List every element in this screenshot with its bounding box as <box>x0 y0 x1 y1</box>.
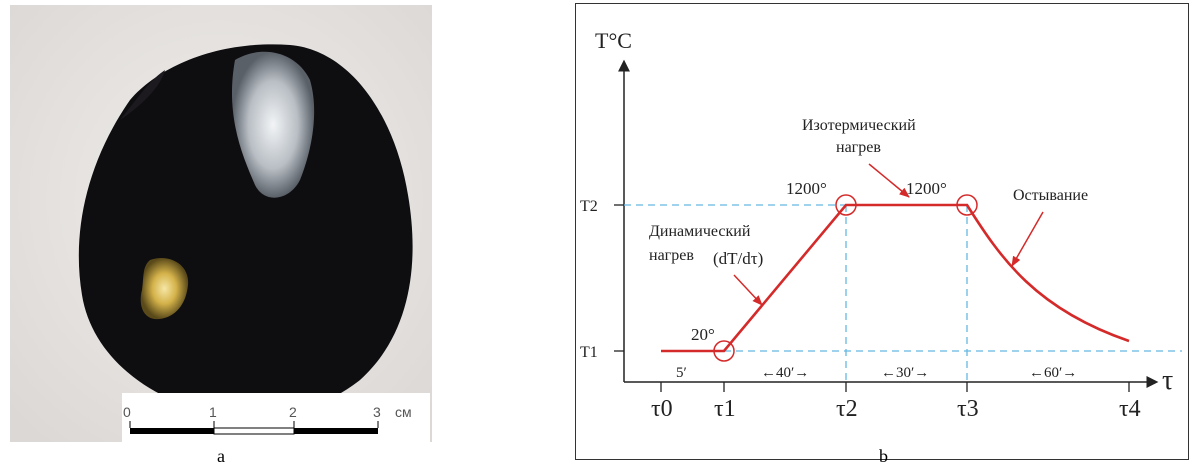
interval-2: ←40′→ <box>761 365 809 381</box>
golden-fragment <box>140 257 189 320</box>
x-tick-tau4: τ4 <box>1119 396 1141 422</box>
interval-1: 5′ <box>676 365 687 381</box>
scale-label-2: 2 <box>289 404 297 420</box>
annotation-dynamic-formula: (dT/dτ) <box>713 249 763 268</box>
y-tick-t2: T2 <box>580 198 598 215</box>
arrow-isothermal <box>868 163 910 198</box>
point-label-20: 20° <box>691 325 715 344</box>
annotation-cooling: Остывание <box>1013 187 1088 204</box>
guide-lines <box>624 204 1182 382</box>
scale-bar-box <box>122 393 430 442</box>
white-inclusion <box>231 51 315 198</box>
point-20 <box>713 340 735 362</box>
interval-4: ←60′→ <box>1029 365 1077 381</box>
sample-body <box>78 44 413 417</box>
y-axis-label: T°C <box>595 28 632 53</box>
temperature-curve <box>661 203 1130 353</box>
point-label-1200-end: 1200° <box>906 179 947 198</box>
x-tick-tau1: τ1 <box>714 396 736 422</box>
annotation-isothermal-2: нагрев <box>836 139 881 156</box>
caption-b: b <box>879 446 888 466</box>
annotation-isothermal-1: Изотермический <box>802 117 916 134</box>
x-tick-marks <box>660 382 1130 392</box>
heating-diagram: T°C τ T2 T1 τ0 τ1 τ2 τ3 τ4 5′ ←40′→ ←30 <box>575 3 1189 460</box>
x-axis-label: τ <box>1162 365 1173 396</box>
point-label-1200-start: 1200° <box>786 179 827 198</box>
x-tick-tau2: τ2 <box>836 396 858 422</box>
y-tick-t1: T1 <box>580 344 598 361</box>
arrow-cooling <box>1011 211 1044 267</box>
scale-label-1: 1 <box>209 404 217 420</box>
caption-a: a <box>217 446 225 466</box>
sample-photo: 0 1 2 3 см <box>10 5 432 442</box>
x-tick-tau0: τ0 <box>651 396 673 422</box>
scale-label-3: 3 <box>373 404 381 420</box>
scale-bar: 0 1 2 3 см <box>123 404 412 435</box>
sample-photo-svg: 0 1 2 3 см <box>10 5 432 442</box>
annotation-dynamic-2: нагрев <box>649 247 694 264</box>
arrow-dynamic <box>733 274 763 306</box>
point-1200-start <box>835 194 857 216</box>
interval-3: ←30′→ <box>881 365 929 381</box>
x-tick-tau3: τ3 <box>957 396 979 422</box>
heating-diagram-svg: T°C τ T2 T1 τ0 τ1 τ2 τ3 τ4 5′ ←40′→ ←30 <box>580 28 1182 422</box>
point-1200-end <box>956 194 978 216</box>
scale-label-0: 0 <box>123 404 131 420</box>
scale-unit: см <box>395 404 412 420</box>
annotation-dynamic-1: Динамический <box>649 223 751 240</box>
